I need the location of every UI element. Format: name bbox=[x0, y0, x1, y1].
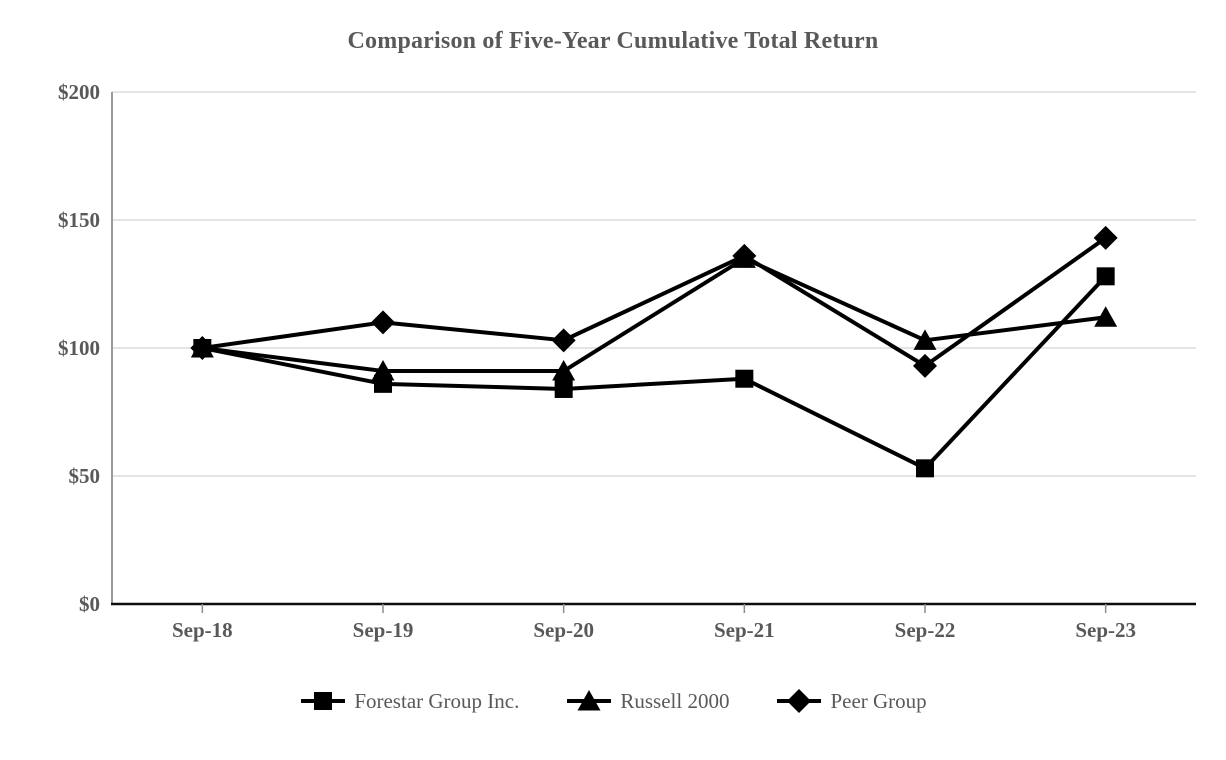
series-line bbox=[200, 235, 1108, 368]
legend-item-peer-group: Peer Group bbox=[775, 688, 927, 714]
legend: Forestar Group Inc. Russell 2000 Peer Grou… bbox=[0, 688, 1226, 714]
diamond-legend-key-icon bbox=[777, 689, 822, 713]
square-legend-marker bbox=[314, 692, 333, 710]
series-peer-group bbox=[190, 225, 1118, 378]
y-axis-label: $150 bbox=[58, 208, 100, 232]
square-marker bbox=[193, 339, 212, 357]
triangle-legend-marker bbox=[577, 690, 601, 711]
diamond-marker bbox=[1093, 225, 1118, 250]
series-russell-2000 bbox=[190, 247, 1118, 381]
y-axis-label: $100 bbox=[58, 336, 100, 360]
legend-item-russell-2000: Russell 2000 bbox=[565, 688, 729, 714]
legend-item-forestar-group-inc-: Forestar Group Inc. bbox=[299, 688, 519, 714]
legend-label: Forestar Group Inc. bbox=[354, 688, 520, 713]
series-forestar-group-inc- bbox=[193, 267, 1115, 478]
y-axis-label: $0 bbox=[79, 592, 100, 616]
square-marker bbox=[374, 374, 392, 393]
triangle-marker bbox=[552, 360, 576, 381]
diamond-marker bbox=[913, 353, 937, 378]
x-axis-label: Sep-23 bbox=[1075, 618, 1136, 642]
x-axis-label: Sep-18 bbox=[172, 618, 233, 642]
square-marker bbox=[554, 379, 573, 398]
diamond-legend-marker bbox=[787, 689, 812, 713]
x-axis-label: Sep-21 bbox=[714, 618, 775, 642]
x-axis-label: Sep-19 bbox=[353, 618, 414, 642]
triangle-marker bbox=[1094, 306, 1118, 327]
series-line bbox=[200, 274, 1108, 471]
diamond-marker bbox=[551, 328, 576, 353]
y-axis-label: $50 bbox=[69, 464, 101, 488]
square-marker bbox=[1096, 267, 1115, 286]
triangle-marker bbox=[913, 329, 937, 350]
legend-label: Peer Group bbox=[830, 688, 927, 713]
triangle-marker bbox=[732, 247, 756, 268]
diamond-marker bbox=[371, 310, 395, 335]
series-line bbox=[200, 256, 1108, 374]
legend-label: Russell 2000 bbox=[620, 688, 730, 713]
x-axis-label: Sep-20 bbox=[533, 618, 594, 642]
chart-title: Comparison of Five-Year Cumulative Total… bbox=[347, 28, 879, 54]
square-marker bbox=[735, 369, 754, 388]
square-marker bbox=[916, 459, 934, 478]
square-legend-key-icon bbox=[301, 692, 346, 710]
x-axis-label: Sep-22 bbox=[895, 618, 956, 642]
triangle-legend-key-icon bbox=[567, 690, 612, 711]
y-axis-label: $200 bbox=[58, 80, 100, 104]
